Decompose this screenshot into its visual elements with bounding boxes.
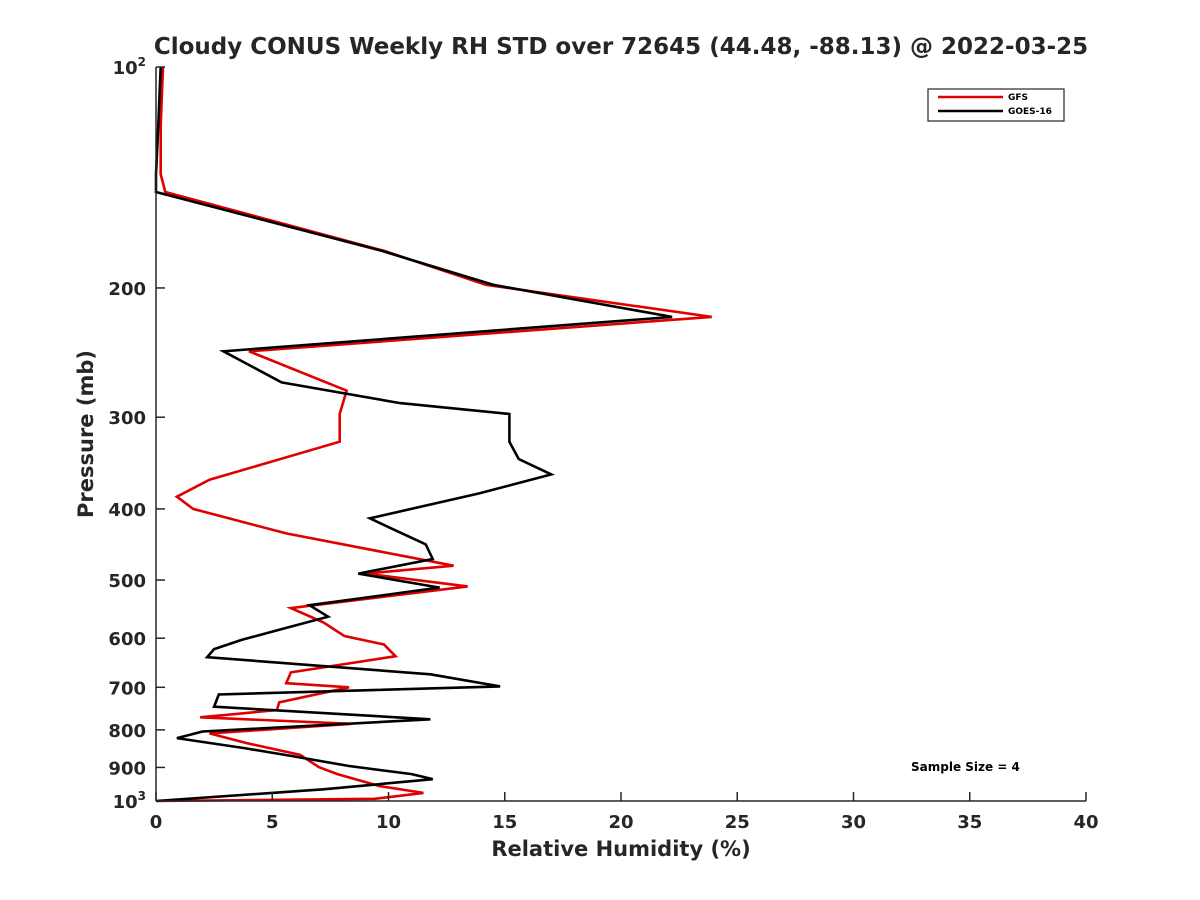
x-tick-label: 35 <box>957 812 982 833</box>
series-line-goes-16 <box>154 66 673 803</box>
y-tick-label: 103 <box>113 789 146 813</box>
y-tick-exponent: 2 <box>138 55 146 69</box>
chart-title: Cloudy CONUS Weekly RH STD over 72645 (4… <box>154 34 1088 60</box>
plot-area <box>154 66 712 803</box>
y-tick-label: 400 <box>108 500 146 521</box>
x-axis: 0 5 10 15 20 25 30 35 40 <box>150 792 1099 833</box>
x-tick-label: 10 <box>376 812 401 833</box>
y-tick-label: 200 <box>108 279 146 300</box>
x-tick-label: 25 <box>725 812 750 833</box>
legend-box <box>927 88 1065 122</box>
y-tick-label: 102 <box>113 55 146 79</box>
series-line-gfs <box>155 66 712 803</box>
x-tick-label: 30 <box>841 812 866 833</box>
y-tick-base: 10 <box>113 58 138 79</box>
y-tick-exponent: 3 <box>138 789 146 803</box>
legend-label-gfs: GFS <box>1008 93 1028 103</box>
x-tick-label: 0 <box>150 812 163 833</box>
legend: GFS GOES-16 <box>927 88 1065 122</box>
y-axis-label: Pressure (mb) <box>74 350 98 518</box>
y-tick-label: 800 <box>108 721 146 742</box>
x-tick-label: 20 <box>608 812 633 833</box>
x-tick-label: 5 <box>266 812 279 833</box>
y-tick-base: 10 <box>113 792 138 813</box>
sample-size-annotation: Sample Size = 4 <box>911 760 1020 774</box>
y-tick-label: 300 <box>108 408 146 429</box>
x-tick-label: 40 <box>1073 812 1098 833</box>
y-tick-label: 600 <box>108 629 146 650</box>
y-tick-label: 900 <box>108 758 146 779</box>
legend-label-goes16: GOES-16 <box>1008 107 1052 117</box>
y-tick-label: 500 <box>108 571 146 592</box>
x-tick-label: 15 <box>492 812 517 833</box>
x-axis-label: Relative Humidity (%) <box>491 837 750 861</box>
y-tick-label: 700 <box>108 678 146 699</box>
